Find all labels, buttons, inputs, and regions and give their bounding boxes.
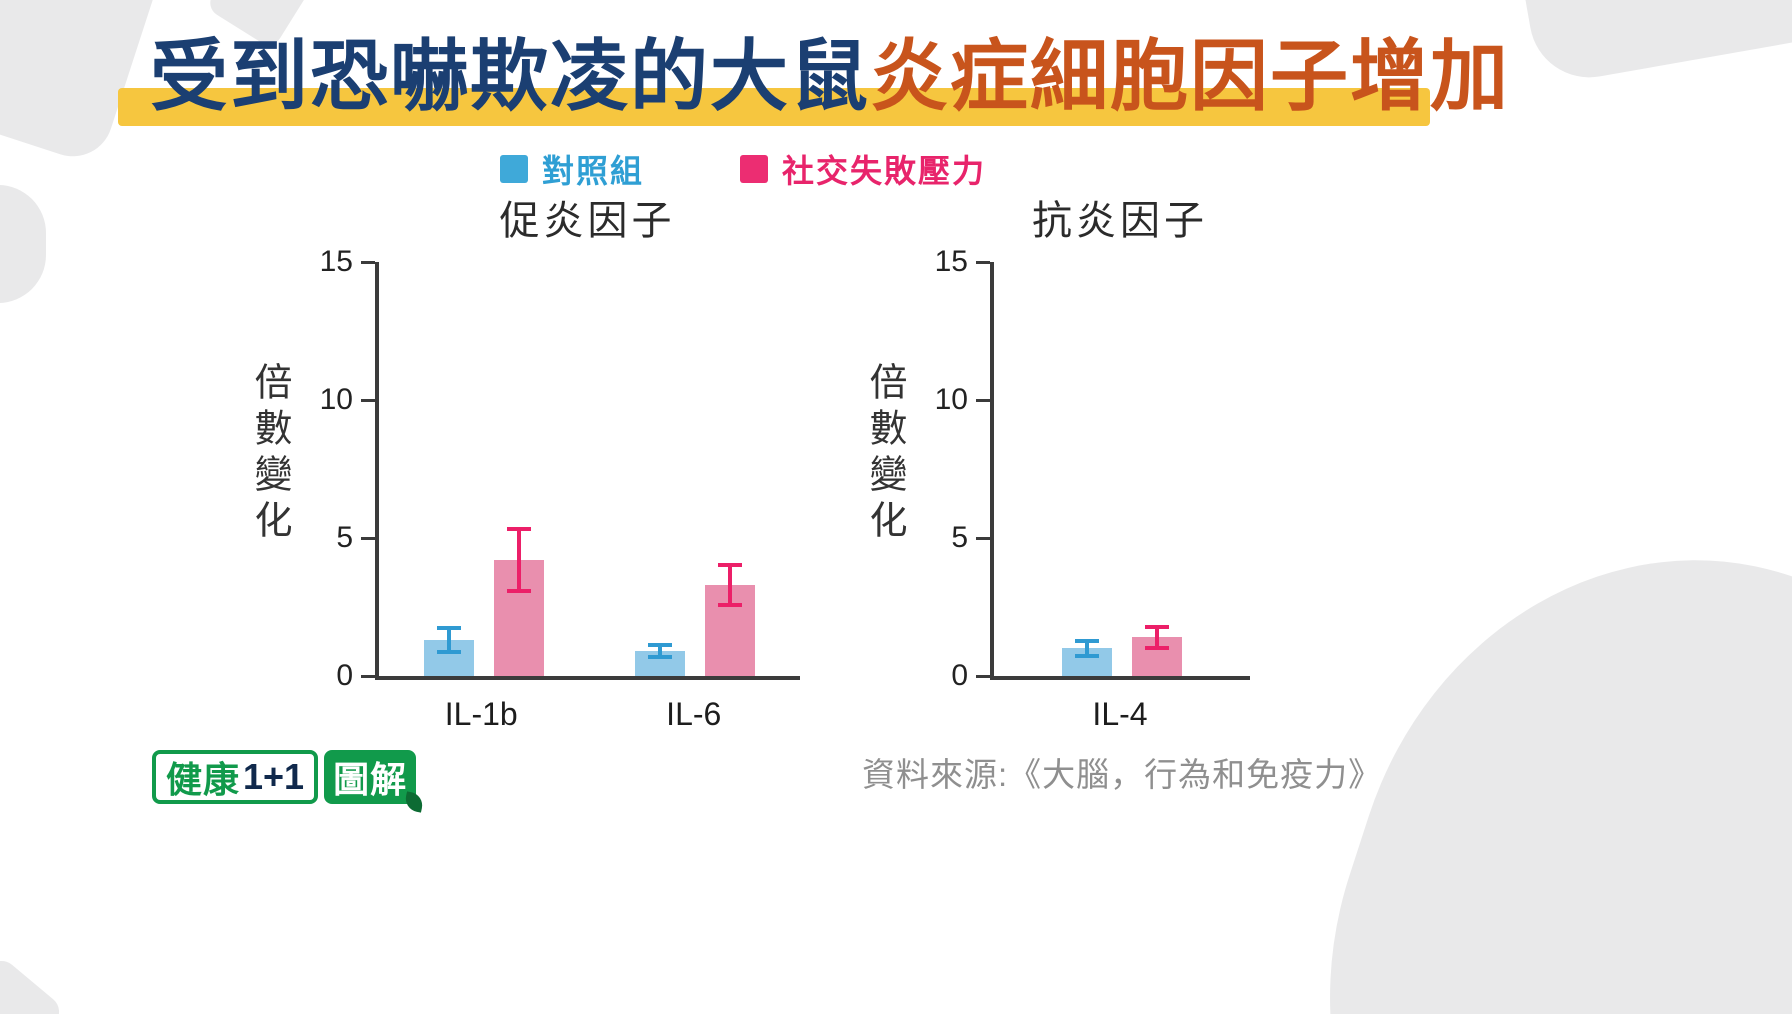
- chart-pro-inflammatory: 促炎因子 倍數變化 0 5 10 15 IL-1b IL-6: [248, 199, 800, 732]
- bar-groups: [379, 262, 800, 676]
- chart-title: 促炎因子: [499, 199, 676, 243]
- chart-legend: 對照組 社交失敗壓力: [500, 146, 986, 192]
- y-tick: [976, 674, 990, 678]
- logo-illustrated-badge: 圖解: [324, 750, 425, 813]
- error-cap-top: [1145, 624, 1169, 629]
- y-tick-label: 10: [319, 383, 353, 416]
- error-bar: [1155, 624, 1159, 650]
- error-cap-top: [507, 526, 532, 531]
- legend-swatch-control: [500, 155, 528, 183]
- chart-anti-inflammatory: 抗炎因子 倍數變化 0 5 10 15 IL-4: [863, 199, 1250, 732]
- category-label-IL-1b: IL-1b: [444, 696, 518, 732]
- x-axis-labels: IL-4: [990, 680, 1250, 733]
- error-bar: [1085, 638, 1089, 659]
- error-cap-bottom: [647, 655, 672, 660]
- error-cap-bottom: [1145, 645, 1169, 650]
- error-cap-bottom: [1075, 654, 1099, 659]
- error-cap-bottom: [717, 603, 742, 607]
- category-label-IL-4: IL-4: [1092, 696, 1148, 732]
- title-highlight-bar: [118, 88, 1430, 126]
- bar-slot: [634, 262, 685, 676]
- y-tick-label: 5: [951, 521, 968, 554]
- logo-main-box: 健康 1+1: [152, 750, 319, 804]
- legend-item-stress: 社交失敗壓力: [740, 146, 986, 192]
- legend-label-control: 對照組: [542, 153, 645, 189]
- error-bar: [727, 562, 732, 607]
- error-cap-top: [647, 642, 672, 647]
- logo-1plus1-text: 1+1: [243, 756, 305, 797]
- bar-group-IL-6: [634, 262, 755, 676]
- y-tick-label: 0: [951, 659, 968, 692]
- title-part2: 炎症細胞因子增加: [870, 32, 1511, 120]
- legend-item-control: 對照組: [500, 146, 644, 192]
- error-cap-bottom: [437, 649, 462, 654]
- y-tick: [361, 674, 375, 678]
- logo-badge-text: 圖解: [333, 759, 408, 800]
- error-bar: [517, 526, 522, 594]
- y-tick: [976, 536, 990, 540]
- logo-health-text: 健康: [166, 759, 241, 800]
- chart-title: 抗炎因子: [1032, 199, 1208, 243]
- x-axis-labels: IL-1b IL-6: [375, 680, 800, 733]
- title-part1: 受到恐嚇欺凌的大鼠: [150, 32, 871, 120]
- error-bar: [657, 642, 662, 660]
- error-cap-top: [717, 562, 742, 567]
- y-tick: [361, 260, 375, 264]
- bar-slot: [704, 262, 755, 676]
- category-label-IL-6: IL-6: [666, 696, 722, 732]
- y-tick-label: 5: [336, 521, 353, 554]
- bar-group-IL-1b: [424, 262, 545, 676]
- bar-slot: [1132, 262, 1182, 676]
- bar-slot: [494, 262, 545, 676]
- y-tick-label: 15: [319, 245, 353, 278]
- y-tick: [976, 260, 990, 264]
- plot-area: 0 5 10 15: [320, 245, 800, 692]
- decor-blob-bottom-left: [0, 954, 66, 1014]
- bar-group-IL-4: [1062, 262, 1182, 676]
- y-axis-label: 倍數變化: [248, 362, 290, 547]
- leaf-icon: [403, 791, 425, 813]
- y-tick-label: 10: [934, 383, 968, 416]
- y-tick: [976, 398, 990, 402]
- y-tick-label: 15: [934, 245, 968, 278]
- data-source-text: 資料來源:《大腦，行為和免疫力》: [862, 756, 1383, 793]
- legend-swatch-stress: [740, 155, 769, 183]
- y-axis-label: 倍數變化: [863, 362, 905, 547]
- error-cap-top: [1075, 638, 1099, 643]
- legend-label-stress: 社交失敗壓力: [782, 153, 987, 189]
- y-tick-label: 0: [336, 659, 353, 692]
- header: 受到恐嚇欺凌的大鼠炎症細胞因子增加: [0, 0, 1792, 140]
- decor-blob-left-edge: [0, 185, 46, 303]
- decor-blob-bottom-right: [1238, 474, 1792, 1014]
- error-cap-bottom: [507, 589, 532, 594]
- page-title: 受到恐嚇欺凌的大鼠炎症細胞因子增加: [150, 34, 1510, 118]
- y-tick: [361, 398, 375, 402]
- bar-slot: [1062, 262, 1112, 676]
- error-cap-top: [437, 626, 462, 631]
- health-1plus1-logo: 健康 1+1 圖解: [152, 750, 425, 813]
- plot-area: 0 5 10 15: [935, 245, 1250, 692]
- y-tick: [361, 536, 375, 540]
- error-bar: [447, 626, 452, 654]
- bar-groups: [994, 262, 1250, 676]
- bar-slot: [424, 262, 475, 676]
